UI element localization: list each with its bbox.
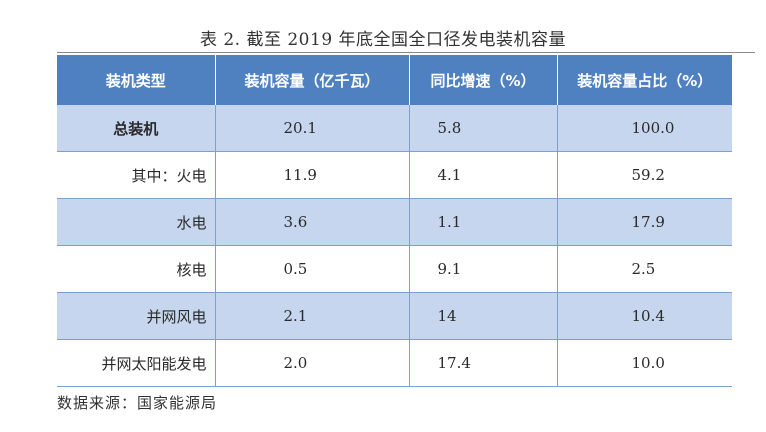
- row-growth: 5.8: [409, 105, 558, 152]
- row-type: 总装机: [57, 105, 216, 152]
- table-title: 表 2. 截至 2019 年底全国全口径发电装机容量: [199, 30, 567, 50]
- capacity-table: 装机类型 装机容量（亿千瓦） 同比增速（%） 装机容量占比（%） 总装机 20.…: [57, 55, 732, 387]
- row-share: 10.4: [557, 292, 732, 340]
- row-growth: 17.4: [409, 339, 558, 387]
- row-type: 核电: [57, 245, 216, 293]
- row-type: 并网风电: [57, 292, 216, 340]
- row-type: 水电: [57, 198, 216, 246]
- row-share: 59.2: [557, 151, 732, 199]
- row-capacity: 2.1: [215, 292, 410, 340]
- table-row: 总装机 20.1 5.8 100.0: [57, 105, 732, 152]
- row-share: 17.9: [557, 198, 732, 246]
- row-type: 其中：火电: [57, 151, 216, 199]
- row-capacity: 2.0: [215, 339, 410, 387]
- row-capacity: 3.6: [215, 198, 410, 246]
- row-share: 2.5: [557, 245, 732, 293]
- header-cell-growth: 同比增速（%）: [409, 55, 558, 105]
- table-row: 水电 3.6 1.1 17.9: [57, 198, 732, 246]
- row-growth: 9.1: [409, 245, 558, 293]
- row-capacity: 20.1: [215, 105, 410, 152]
- row-growth: 14: [409, 292, 558, 340]
- row-growth: 4.1: [409, 151, 558, 199]
- table-row: 并网太阳能发电 2.0 17.4 10.0: [57, 339, 732, 387]
- header-cell-capacity: 装机容量（亿千瓦）: [215, 55, 410, 105]
- source-note: 数据来源：国家能源局: [57, 394, 218, 412]
- title-divider: [57, 52, 755, 53]
- row-capacity: 11.9: [215, 151, 410, 199]
- table-row: 并网风电 2.1 14 10.4: [57, 292, 732, 340]
- row-capacity: 0.5: [215, 245, 410, 293]
- header-row: 装机类型 装机容量（亿千瓦） 同比增速（%） 装机容量占比（%）: [57, 55, 732, 105]
- header-cell-share: 装机容量占比（%）: [557, 55, 732, 105]
- row-share: 10.0: [557, 339, 732, 387]
- table-row: 其中：火电 11.9 4.1 59.2: [57, 151, 732, 199]
- row-growth: 1.1: [409, 198, 558, 246]
- row-type: 并网太阳能发电: [57, 339, 216, 387]
- header-cell-type: 装机类型: [57, 55, 216, 105]
- table-row: 核电 0.5 9.1 2.5: [57, 245, 732, 293]
- row-share: 100.0: [557, 105, 732, 152]
